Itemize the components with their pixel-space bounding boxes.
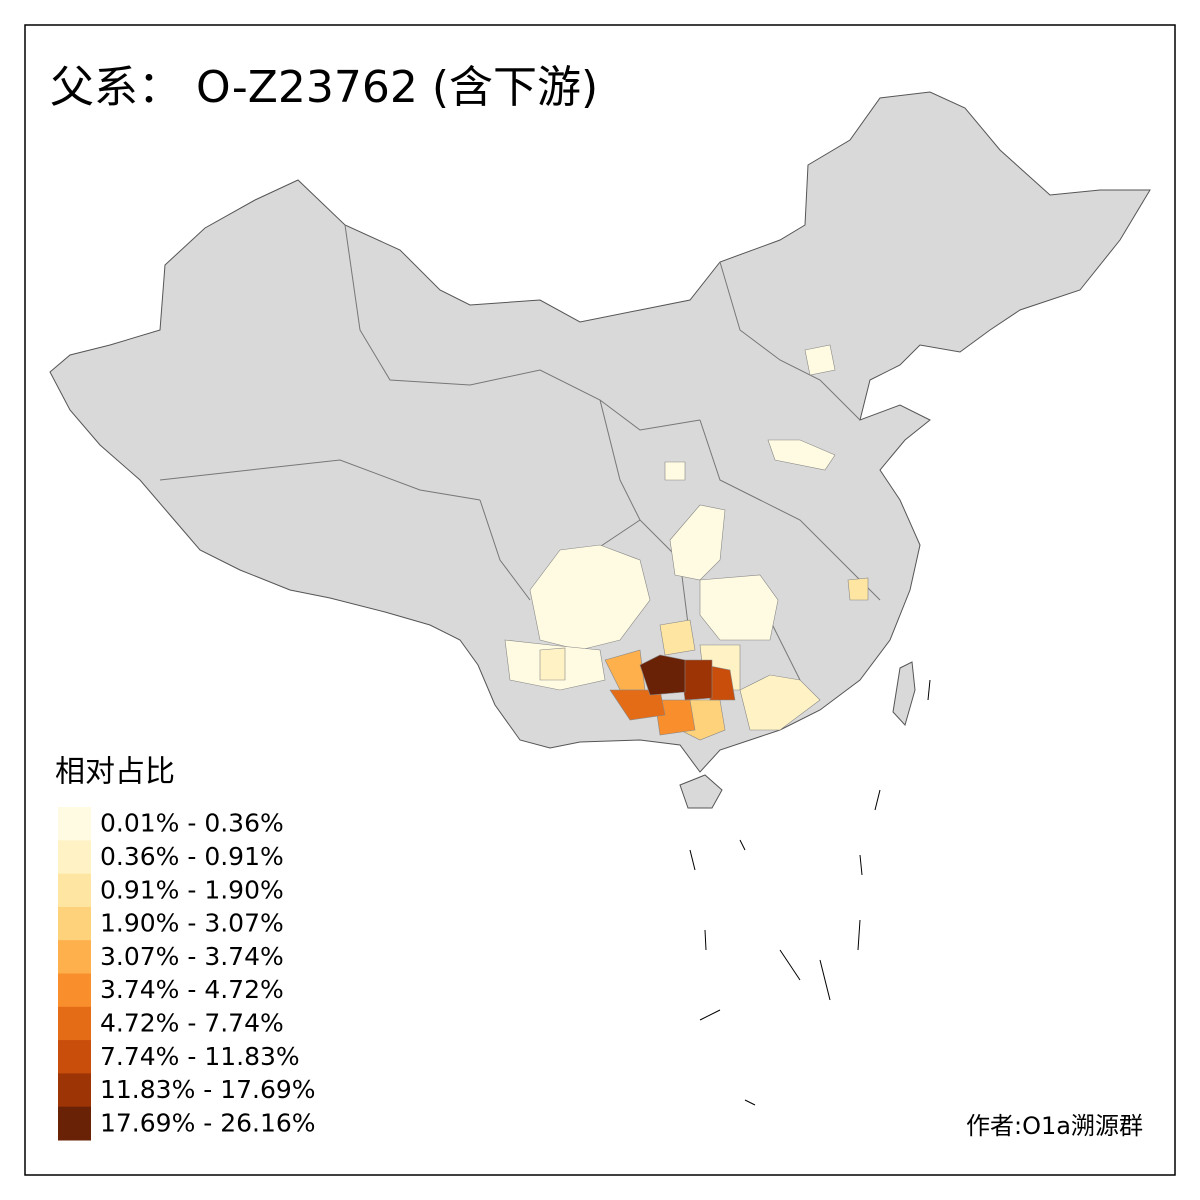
- legend-label: 3.74% - 4.72%: [100, 975, 284, 1004]
- legend-label: 0.01% - 0.36%: [100, 809, 284, 838]
- region: [639, 654, 686, 696]
- legend-swatch: [58, 1073, 91, 1108]
- region: [659, 619, 696, 656]
- taiwan: [892, 661, 916, 726]
- legend-label: 11.83% - 17.69%: [100, 1075, 316, 1104]
- region: [539, 647, 566, 681]
- legend-swatch: [58, 807, 91, 841]
- legend-label: 4.72% - 7.74%: [100, 1008, 284, 1037]
- legend: 0.01% - 0.36% 0.36% - 0.91% 0.91% - 1.90% 1…: [58, 807, 316, 1141]
- legend-swatch: [58, 1040, 91, 1074]
- region: [609, 689, 666, 721]
- region: [739, 674, 821, 731]
- region: [699, 574, 779, 641]
- hainan: [679, 774, 723, 809]
- region: [664, 461, 686, 481]
- legend-swatch: [58, 973, 91, 1008]
- legend-swatch: [58, 906, 91, 941]
- region: [767, 439, 836, 471]
- region: [654, 699, 696, 736]
- legend-label: 0.91% - 1.90%: [100, 875, 284, 904]
- legend-label: 17.69% - 26.16%: [100, 1108, 316, 1137]
- credit: 作者:O1a溯源群: [966, 1112, 1143, 1140]
- legend-swatch: [58, 1106, 91, 1141]
- legend-label: 0.36% - 0.91%: [100, 842, 284, 871]
- shaded-regions: [504, 344, 869, 741]
- legend-label: 3.07% - 3.74%: [100, 942, 284, 971]
- legend-title: 相对占比: [55, 755, 175, 790]
- region: [529, 544, 651, 651]
- base-map: [49, 91, 1151, 1106]
- legend-swatch: [58, 1006, 91, 1041]
- map-title: 父系： O-Z23762 (含下游): [50, 62, 598, 113]
- south-sea-islands: [689, 679, 931, 1106]
- legend-swatch: [58, 940, 91, 974]
- region: [847, 577, 869, 601]
- legend-swatch: [58, 840, 91, 875]
- country-outline: [49, 91, 1151, 773]
- region: [669, 504, 726, 581]
- legend-label: 1.90% - 3.07%: [100, 909, 284, 938]
- legend-swatch: [58, 873, 91, 908]
- legend-label: 7.74% - 11.83%: [100, 1042, 300, 1071]
- region: [804, 344, 836, 376]
